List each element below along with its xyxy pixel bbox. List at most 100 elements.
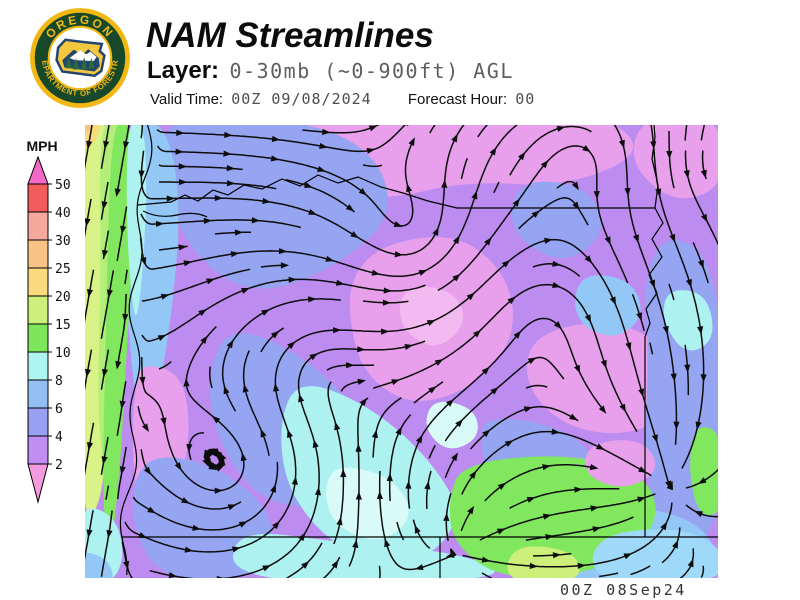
flow-arrow [219, 452, 227, 461]
flow-arrow [484, 237, 492, 246]
valid-time-label: Valid Time: [150, 91, 224, 108]
streamline [132, 461, 279, 531]
flow-arrow [638, 388, 645, 398]
streamline [141, 268, 251, 302]
legend-segment [27, 267, 49, 297]
flow-arrow [697, 259, 704, 269]
streamline [668, 283, 675, 301]
streamline [85, 269, 95, 323]
flow-arrow [122, 313, 129, 323]
flow-arrow [198, 309, 207, 317]
flow-arrow [160, 417, 167, 427]
flow-arrow [368, 125, 378, 132]
flow-arrow [405, 480, 412, 489]
flow-arrow [238, 521, 248, 528]
flow-arrow [174, 462, 182, 471]
forecast-hour-value: 00 [515, 90, 536, 108]
legend-segment [27, 295, 49, 325]
flow-arrow [355, 443, 362, 452]
flow-arrow [355, 491, 362, 500]
flow-arrow [466, 292, 475, 301]
flow-arrow [552, 260, 561, 267]
flow-arrow [223, 150, 232, 157]
flow-arrow [308, 208, 317, 215]
flow-arrow [357, 346, 366, 353]
flow-arrow [291, 476, 298, 485]
flow-arrow [531, 210, 540, 218]
flow-arrow [482, 429, 491, 438]
logo-trees [65, 55, 95, 70]
flow-arrow [200, 335, 208, 345]
streamline [429, 125, 436, 134]
streamline [388, 414, 412, 502]
flow-arrow [226, 339, 234, 349]
page-title: NAM Streamlines [146, 16, 434, 55]
flow-arrow [700, 213, 708, 223]
flow-arrow [106, 529, 113, 539]
streamline [668, 131, 675, 189]
flow-arrow [178, 178, 188, 186]
streamline [684, 150, 718, 246]
flow-arrow [633, 234, 639, 244]
streamline [100, 510, 113, 577]
streamline [221, 298, 341, 412]
streamline [156, 140, 414, 227]
flow-arrow [214, 194, 223, 202]
legend-segment [27, 211, 49, 241]
flow-arrow [552, 282, 561, 289]
flow-arrow [451, 452, 458, 462]
flow-arrow [551, 428, 560, 435]
flow-arrow [572, 201, 580, 210]
flow-arrow [230, 251, 240, 258]
flow-arrow [115, 360, 122, 370]
flow-arrow [178, 163, 187, 170]
flow-arrow [595, 443, 605, 450]
flow-arrow [406, 183, 413, 193]
legend-segment [27, 239, 49, 269]
legend-label: 4 [55, 430, 63, 445]
flow-arrow [314, 486, 322, 496]
streamline [413, 381, 444, 404]
flow-arrow [471, 190, 478, 200]
flow-arrow [553, 321, 562, 330]
flow-arrow [223, 385, 230, 395]
flow-arrow [140, 256, 147, 266]
streamline [525, 516, 634, 541]
shading-blob [585, 440, 656, 487]
shading-blob [233, 533, 496, 578]
flow-arrow [143, 466, 152, 476]
flow-arrow [446, 551, 455, 558]
flow-arrow [386, 472, 393, 482]
flow-arrow [176, 129, 185, 136]
streamline [493, 181, 500, 194]
layer-row: Layer: 0-30mb (~0-900ft) AGL [147, 57, 514, 85]
flow-arrow [203, 217, 213, 225]
flow-arrow [366, 147, 376, 154]
flow-arrow [545, 534, 554, 541]
legend-label: 2 [55, 458, 63, 473]
streamline [412, 519, 431, 549]
flow-arrow [574, 364, 581, 374]
shading-blob [527, 323, 683, 434]
flow-arrow [451, 133, 458, 143]
flow-arrow [325, 255, 335, 262]
flow-arrow [684, 364, 691, 373]
flow-arrow [226, 165, 235, 172]
flow-arrow [183, 378, 190, 387]
streamline [461, 430, 652, 495]
flow-arrow [445, 398, 455, 407]
flow-arrow [119, 466, 126, 475]
flow-arrow [261, 309, 270, 316]
streamline [437, 145, 629, 292]
streamline [214, 231, 251, 235]
flow-arrow [138, 170, 145, 179]
flow-arrow [155, 220, 165, 228]
flow-arrow [432, 227, 439, 236]
flow-arrow [584, 255, 593, 264]
flow-arrow [418, 269, 428, 276]
flow-arrow [489, 146, 497, 156]
flow-arrow [288, 276, 297, 283]
legend-segment [27, 351, 49, 381]
streamline [378, 565, 381, 578]
shading-blob [399, 286, 464, 346]
